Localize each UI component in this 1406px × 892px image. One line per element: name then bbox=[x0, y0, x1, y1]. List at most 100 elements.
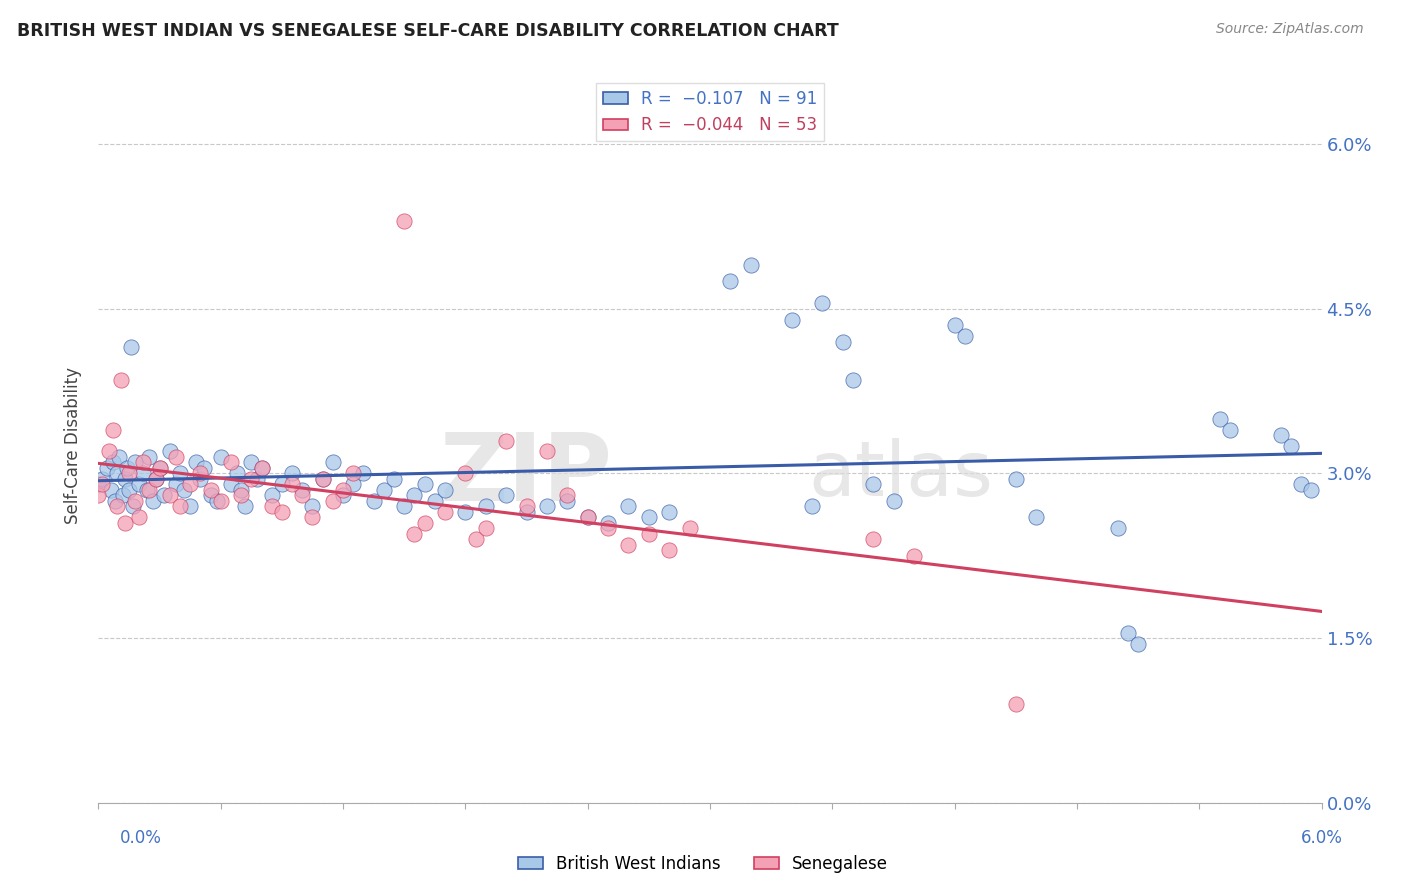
Point bbox=[159, 444, 181, 458]
Point bbox=[423, 494, 446, 508]
Text: Source: ZipAtlas.com: Source: ZipAtlas.com bbox=[1216, 22, 1364, 37]
Point bbox=[841, 373, 863, 387]
Point bbox=[1004, 472, 1026, 486]
Point bbox=[301, 510, 323, 524]
Point bbox=[740, 258, 762, 272]
Point bbox=[658, 543, 681, 558]
Point bbox=[1301, 483, 1323, 497]
Point bbox=[142, 494, 165, 508]
Point bbox=[1025, 510, 1047, 524]
Point bbox=[801, 500, 824, 514]
Point bbox=[229, 483, 253, 497]
Point bbox=[342, 477, 364, 491]
Point bbox=[165, 477, 187, 491]
Point bbox=[536, 500, 558, 514]
Point bbox=[1107, 521, 1129, 535]
Point bbox=[281, 467, 304, 481]
Point bbox=[291, 488, 314, 502]
Point bbox=[536, 444, 558, 458]
Point bbox=[219, 477, 242, 491]
Point bbox=[138, 450, 160, 464]
Point bbox=[474, 500, 498, 514]
Point bbox=[515, 505, 537, 519]
Point bbox=[555, 494, 579, 508]
Point bbox=[149, 461, 172, 475]
Point bbox=[1270, 428, 1292, 442]
Point bbox=[322, 455, 344, 469]
Point bbox=[152, 488, 174, 502]
Point bbox=[831, 334, 853, 349]
Point bbox=[382, 472, 405, 486]
Point bbox=[454, 467, 477, 481]
Point bbox=[596, 521, 619, 535]
Point bbox=[433, 505, 456, 519]
Point bbox=[233, 500, 256, 514]
Point bbox=[1291, 477, 1313, 491]
Point bbox=[718, 274, 742, 288]
Point bbox=[1116, 625, 1139, 640]
Point bbox=[96, 461, 118, 475]
Point bbox=[270, 477, 292, 491]
Point bbox=[138, 483, 160, 497]
Point bbox=[226, 467, 249, 481]
Point bbox=[101, 455, 124, 469]
Point bbox=[128, 510, 150, 524]
Point bbox=[373, 483, 395, 497]
Point bbox=[342, 467, 364, 481]
Point bbox=[209, 494, 232, 508]
Point bbox=[205, 494, 228, 508]
Point bbox=[617, 500, 640, 514]
Point bbox=[1219, 423, 1241, 437]
Point bbox=[124, 494, 146, 508]
Point bbox=[332, 488, 354, 502]
Point bbox=[124, 455, 146, 469]
Point bbox=[173, 483, 195, 497]
Point bbox=[240, 472, 263, 486]
Point bbox=[1208, 411, 1230, 425]
Point bbox=[433, 483, 456, 497]
Point bbox=[169, 500, 191, 514]
Point bbox=[637, 510, 661, 524]
Point bbox=[392, 214, 416, 228]
Point bbox=[229, 488, 253, 502]
Point bbox=[464, 533, 486, 547]
Point bbox=[311, 472, 335, 486]
Point bbox=[250, 461, 273, 475]
Point bbox=[91, 472, 114, 486]
Point bbox=[122, 500, 145, 514]
Point bbox=[149, 461, 172, 475]
Point bbox=[332, 483, 354, 497]
Point bbox=[780, 312, 803, 326]
Text: 0.0%: 0.0% bbox=[120, 829, 162, 847]
Text: 6.0%: 6.0% bbox=[1301, 829, 1343, 847]
Point bbox=[193, 461, 215, 475]
Point bbox=[179, 500, 201, 514]
Point bbox=[413, 516, 436, 530]
Point bbox=[474, 521, 498, 535]
Point bbox=[145, 472, 167, 486]
Text: BRITISH WEST INDIAN VS SENEGALESE SELF-CARE DISABILITY CORRELATION CHART: BRITISH WEST INDIAN VS SENEGALESE SELF-C… bbox=[17, 22, 838, 40]
Point bbox=[105, 467, 128, 481]
Legend: British West Indians, Senegalese: British West Indians, Senegalese bbox=[510, 848, 896, 880]
Legend: R =  −0.107   N = 91, R =  −0.044   N = 53: R = −0.107 N = 91, R = −0.044 N = 53 bbox=[596, 83, 824, 141]
Y-axis label: Self-Care Disability: Self-Care Disability bbox=[65, 368, 83, 524]
Point bbox=[363, 494, 385, 508]
Point bbox=[1126, 637, 1149, 651]
Point bbox=[1279, 439, 1302, 453]
Point bbox=[105, 500, 128, 514]
Point bbox=[115, 461, 138, 475]
Point bbox=[637, 526, 661, 541]
Point bbox=[188, 467, 211, 481]
Point bbox=[596, 516, 619, 530]
Point bbox=[100, 483, 122, 497]
Point bbox=[120, 340, 142, 354]
Point bbox=[311, 472, 335, 486]
Point bbox=[495, 434, 517, 448]
Point bbox=[87, 488, 110, 502]
Point bbox=[322, 494, 344, 508]
Point bbox=[392, 500, 416, 514]
Point bbox=[260, 488, 283, 502]
Point bbox=[515, 500, 537, 514]
Point bbox=[555, 488, 579, 502]
Point bbox=[128, 477, 150, 491]
